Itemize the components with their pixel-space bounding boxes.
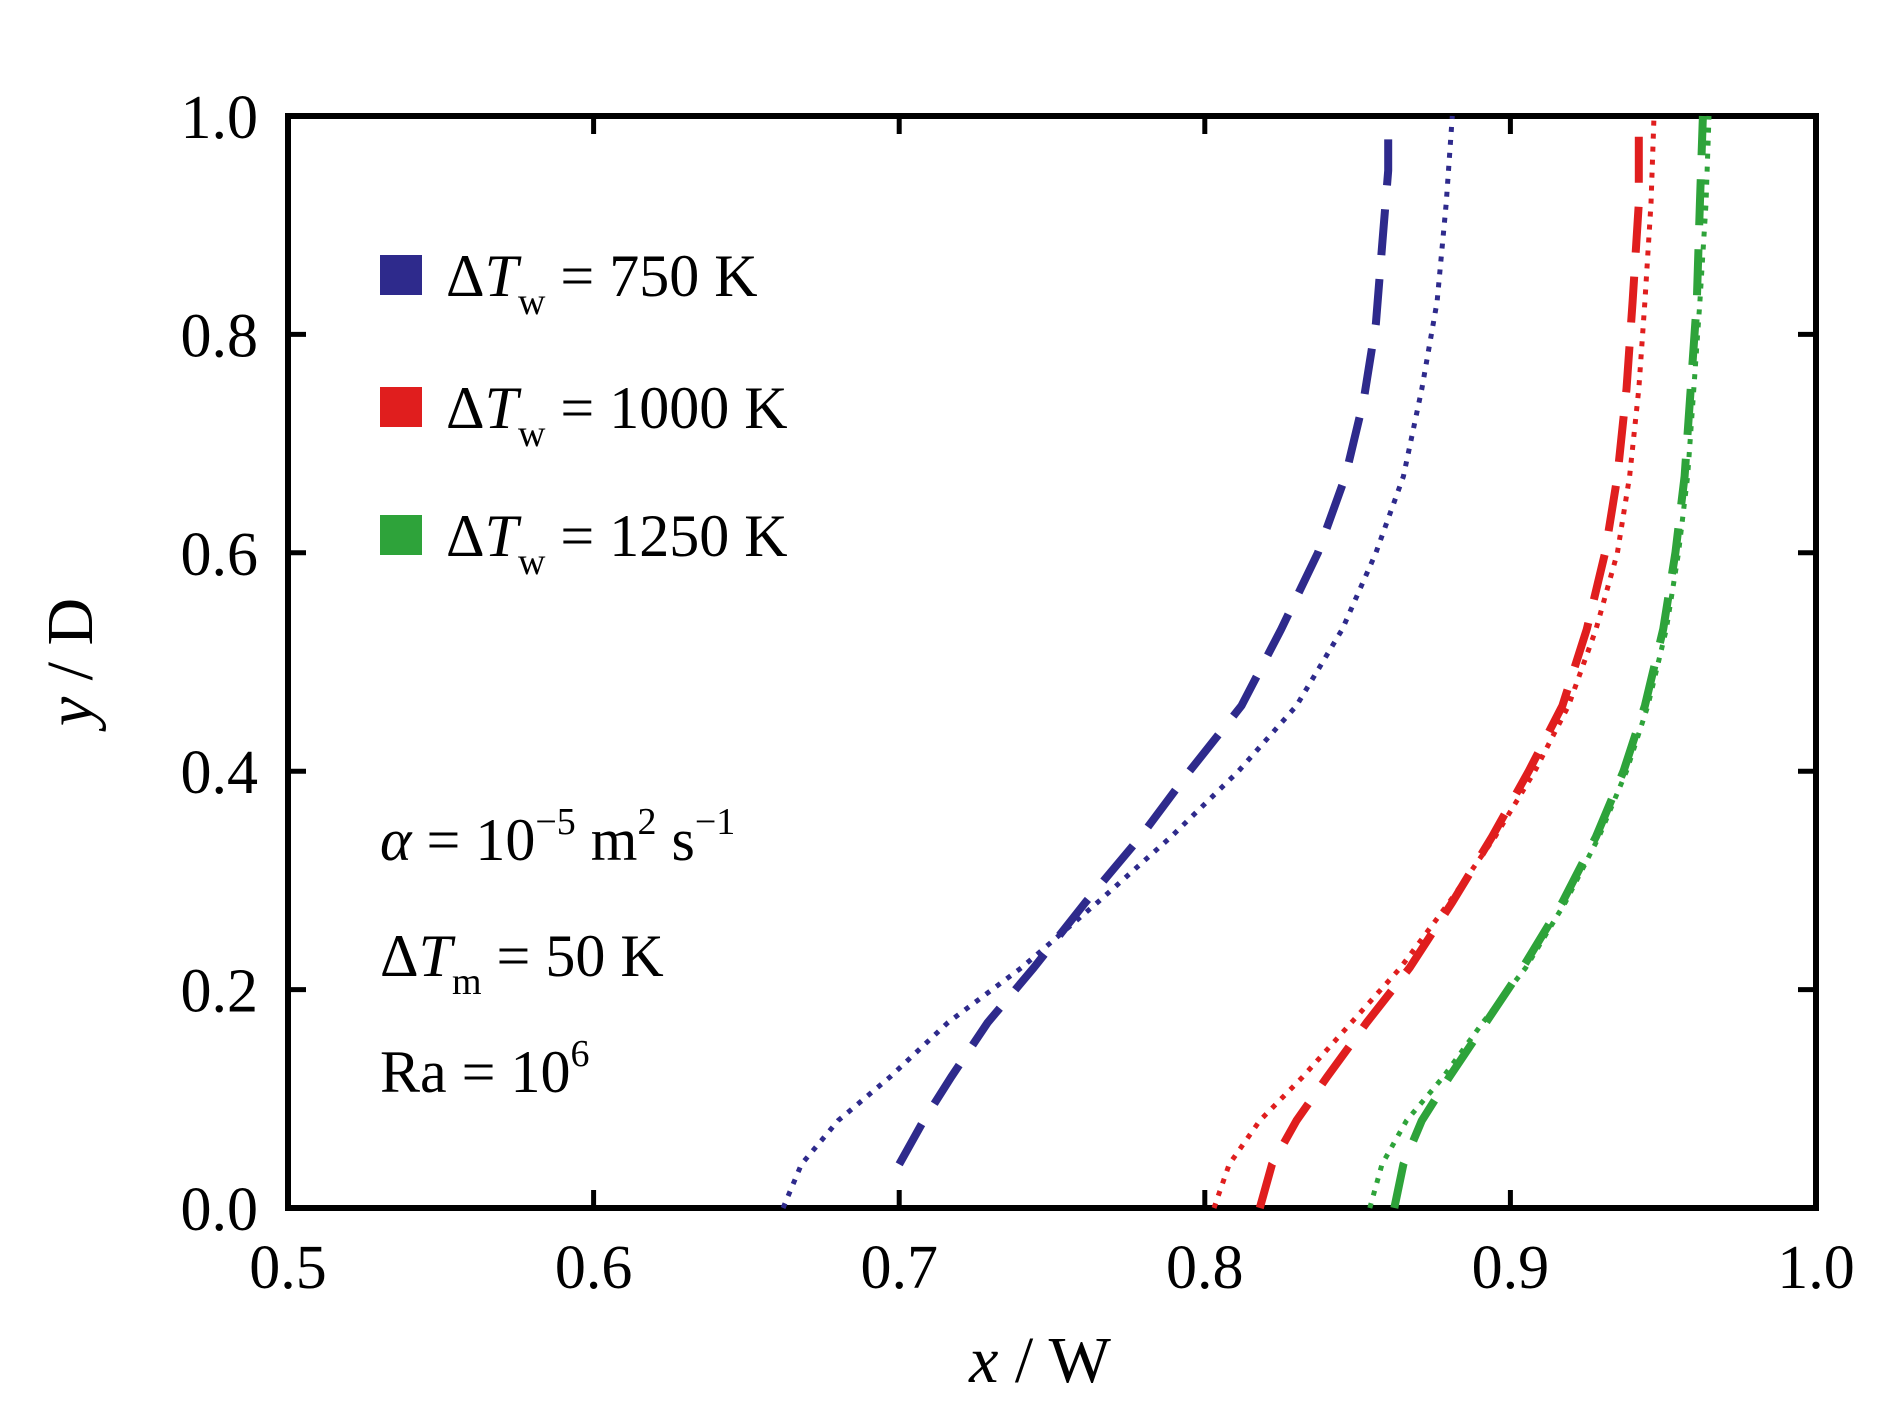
- x-tick-label: 0.9: [1472, 1234, 1550, 1302]
- y-axis-unit: D: [34, 598, 107, 646]
- y-tick-label: 0.8: [181, 302, 259, 370]
- legend-item-1000: ΔTw = 1000 K: [380, 375, 788, 455]
- series-line-5: [1390, 115, 1707, 1209]
- series-line-1: [895, 116, 1393, 1167]
- x-axis-unit: W: [1049, 1324, 1112, 1397]
- x-axis-title: x / W: [968, 1324, 1111, 1397]
- x-axis-sep: /: [998, 1324, 1048, 1397]
- legend-swatch-1250: [380, 515, 422, 555]
- legend-label-750: ΔTw = 750 K: [446, 243, 758, 323]
- series-line-3: [1255, 116, 1643, 1210]
- legend-swatch-750: [380, 255, 422, 295]
- annotation-alpha: α = 10−5 m2 s−1: [380, 801, 735, 873]
- x-tick-label: 0.7: [860, 1234, 938, 1302]
- legend-item-1250: ΔTw = 1250 K: [380, 503, 788, 583]
- x-tick-label: 0.5: [249, 1234, 327, 1302]
- legend: ΔTw = 750 K ΔTw = 1000 K ΔTw = 1250 K: [380, 243, 788, 583]
- x-tick-label: 1.0: [1777, 1234, 1855, 1302]
- series-line-2: [780, 115, 1455, 1209]
- y-tick-label: 1.0: [181, 84, 259, 152]
- y-axis-title: y / D: [34, 598, 107, 732]
- y-tick-label: 0.4: [181, 739, 259, 807]
- y-tick-label: 0.6: [181, 521, 259, 589]
- legend-label-1000: ΔTw = 1000 K: [446, 375, 788, 455]
- annotations: α = 10−5 m2 s−1 ΔTm = 50 K Ra = 106: [380, 801, 735, 1105]
- annotation-ra: Ra = 106: [380, 1033, 590, 1105]
- annotation-delta-tm: ΔTm = 50 K: [380, 923, 664, 1003]
- x-tick-label: 0.6: [555, 1234, 633, 1302]
- legend-swatch-1000: [380, 387, 422, 427]
- x-tick-label: 0.8: [1166, 1234, 1244, 1302]
- series-layer: [780, 115, 1712, 1210]
- legend-item-750: ΔTw = 750 K: [380, 243, 758, 323]
- y-tick-label: 0.2: [181, 958, 259, 1026]
- plot-frame: [285, 113, 1819, 1211]
- y-tick-label: 0.0: [181, 1176, 259, 1244]
- y-axis-sep: /: [34, 646, 107, 697]
- series-line-6: [1367, 115, 1712, 1209]
- ticks-layer: 0.5 0.6 0.7 0.8 0.9 1.0 0.0 0.2 0.4 0.6 0.8 1.0: [181, 84, 1855, 1302]
- y-axis-var: y: [34, 696, 107, 732]
- x-axis-var: x: [968, 1324, 998, 1397]
- legend-label-1250: ΔTw = 1250 K: [446, 503, 788, 583]
